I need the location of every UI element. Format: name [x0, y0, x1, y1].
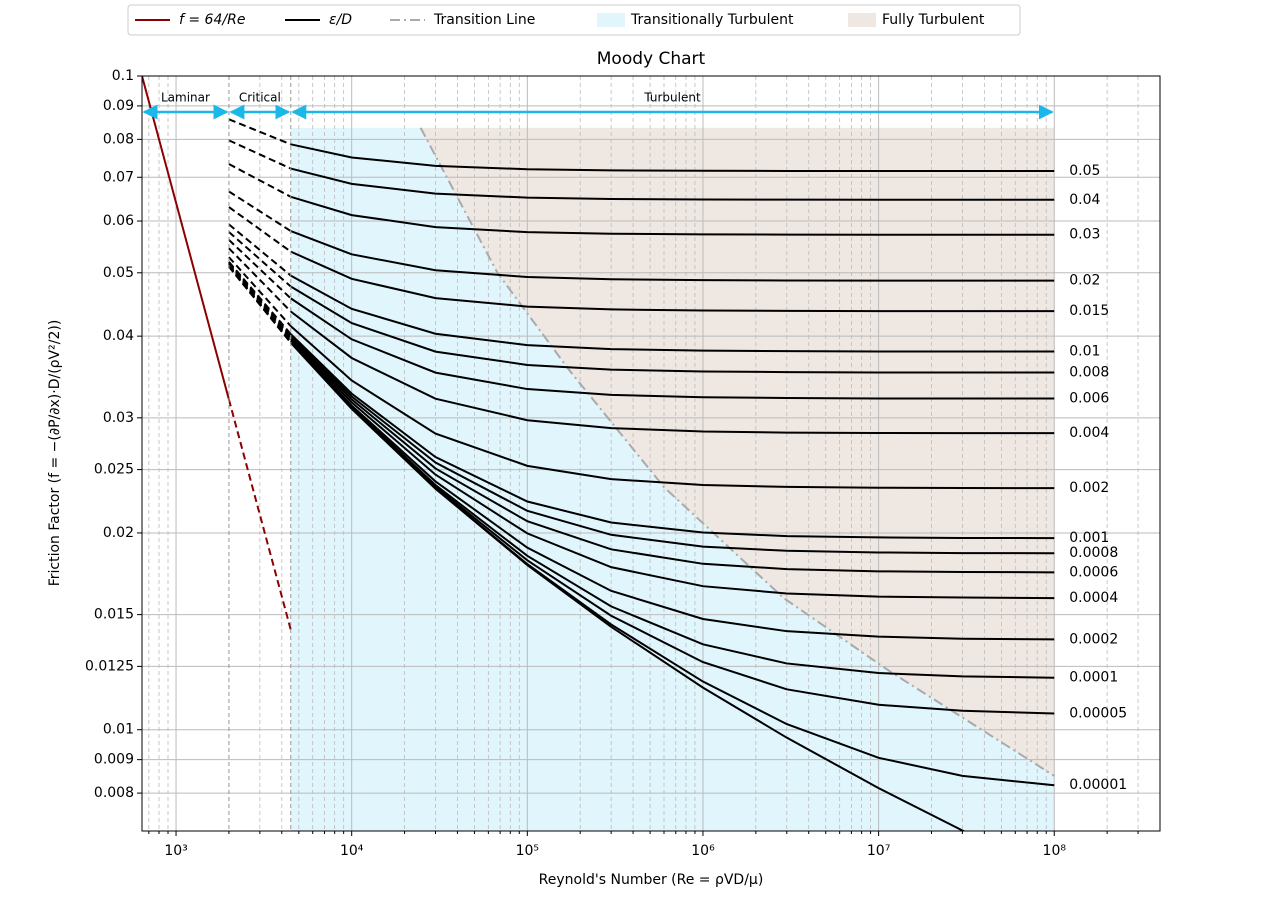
legend-label: Fully Turbulent: [882, 12, 985, 28]
y-tick-label: 0.07: [103, 169, 134, 185]
roughness-label: 0.0001: [1069, 670, 1118, 686]
fully-turbulent-shading: [420, 127, 1055, 776]
plot-frame: [141, 75, 1161, 832]
y-tick-label: 0.09: [103, 98, 134, 114]
roughness-curve: [228, 223, 292, 277]
y-tick-label: 0.06: [103, 213, 134, 229]
roughness-label: 0.015: [1069, 303, 1109, 319]
roughness-label: 0.002: [1069, 480, 1109, 496]
y-tick-label: 0.03: [103, 410, 134, 426]
roughness-curve: [228, 190, 292, 232]
roughness-label: 0.001: [1069, 530, 1109, 546]
y-tick-label: 0.008: [94, 785, 134, 801]
y-tick-label: 0.009: [94, 752, 134, 768]
x-tick-label: 10⁴: [340, 843, 364, 859]
region-label: Turbulent: [643, 91, 701, 105]
legend-label: ε/D: [329, 12, 352, 28]
roughness-curve: [228, 265, 292, 344]
roughness-label: 0.0006: [1069, 564, 1118, 580]
roughness-curve: [228, 231, 292, 288]
roughness-curve: [290, 274, 1055, 353]
roughness-curve: [290, 333, 1055, 540]
y-tick-label: 0.01: [103, 722, 134, 738]
x-tick-label: 10³: [164, 843, 187, 859]
transition-line: [419, 127, 1055, 777]
x-axis-label: Reynold's Number (Re = ρVD/μ): [539, 872, 764, 888]
legend-swatch: [597, 13, 625, 27]
roughness-curve: [228, 139, 292, 170]
laminar-line: [227, 399, 292, 631]
legend-box: [127, 4, 1021, 36]
roughness-curve: [228, 256, 292, 327]
x-tick-label: 10⁸: [1043, 843, 1067, 859]
roughness-curve: [290, 285, 1055, 374]
y-tick-label: 0.025: [94, 462, 134, 478]
y-tick-label: 0.0125: [85, 658, 134, 674]
roughness-label: 0.008: [1069, 364, 1109, 380]
roughness-label: 0.03: [1069, 227, 1100, 243]
y-tick-label: 0.1: [112, 68, 134, 84]
roughness-curve: [290, 338, 1055, 600]
roughness-curve: [290, 167, 1055, 201]
chart-title: Moody Chart: [597, 49, 706, 69]
region-label: Laminar: [161, 91, 210, 105]
roughness-label: 0.00001: [1069, 777, 1127, 793]
roughness-curve: [290, 325, 1055, 490]
laminar-line: [142, 76, 230, 400]
roughness-curve: [290, 340, 1055, 641]
roughness-curve: [290, 195, 1055, 236]
roughness-curve: [290, 143, 1055, 173]
roughness-label: 0.006: [1069, 390, 1109, 406]
x-tick-label: 10⁶: [691, 843, 715, 859]
roughness-curve: [290, 342, 966, 831]
legend-label: f = 64/Re: [179, 12, 245, 28]
roughness-curve: [228, 239, 292, 300]
roughness-curve: [290, 230, 1055, 282]
y-tick-label: 0.08: [103, 131, 134, 147]
roughness-curve: [290, 335, 1055, 555]
x-tick-label: 10⁷: [867, 843, 890, 859]
roughness-label: 0.004: [1069, 425, 1109, 441]
roughness-label: 0.00005: [1069, 705, 1127, 721]
legend-swatch: [848, 13, 876, 27]
roughness-curve: [290, 297, 1055, 400]
roughness-label: 0.0002: [1069, 631, 1118, 647]
roughness-curve: [228, 163, 292, 198]
y-tick-label: 0.05: [103, 265, 134, 281]
y-tick-label: 0.02: [103, 525, 134, 541]
roughness-label: 0.0004: [1069, 590, 1118, 606]
roughness-label: 0.04: [1069, 192, 1100, 208]
roughness-curve: [290, 336, 1055, 574]
legend-label: Transitionally Turbulent: [630, 12, 794, 28]
roughness-curve: [228, 206, 292, 253]
roughness-curve: [290, 310, 1055, 435]
y-tick-label: 0.015: [94, 607, 134, 623]
roughness-label: 0.02: [1069, 273, 1100, 289]
region-label: Critical: [239, 91, 281, 105]
roughness-label: 0.0008: [1069, 545, 1118, 561]
roughness-label: 0.01: [1069, 343, 1100, 359]
roughness-curve: [290, 250, 1055, 313]
y-tick-label: 0.04: [103, 328, 134, 344]
roughness-label: 0.05: [1069, 163, 1100, 179]
plot-area: [142, 76, 1160, 831]
roughness-curve: [228, 247, 292, 313]
x-tick-label: 10⁵: [516, 843, 539, 859]
roughness-curve: [228, 118, 292, 146]
y-axis-label: Friction Factor (f = −(∂P/∂x)·D/(ρV²/2)): [47, 320, 63, 587]
legend-label: Transition Line: [433, 12, 535, 28]
